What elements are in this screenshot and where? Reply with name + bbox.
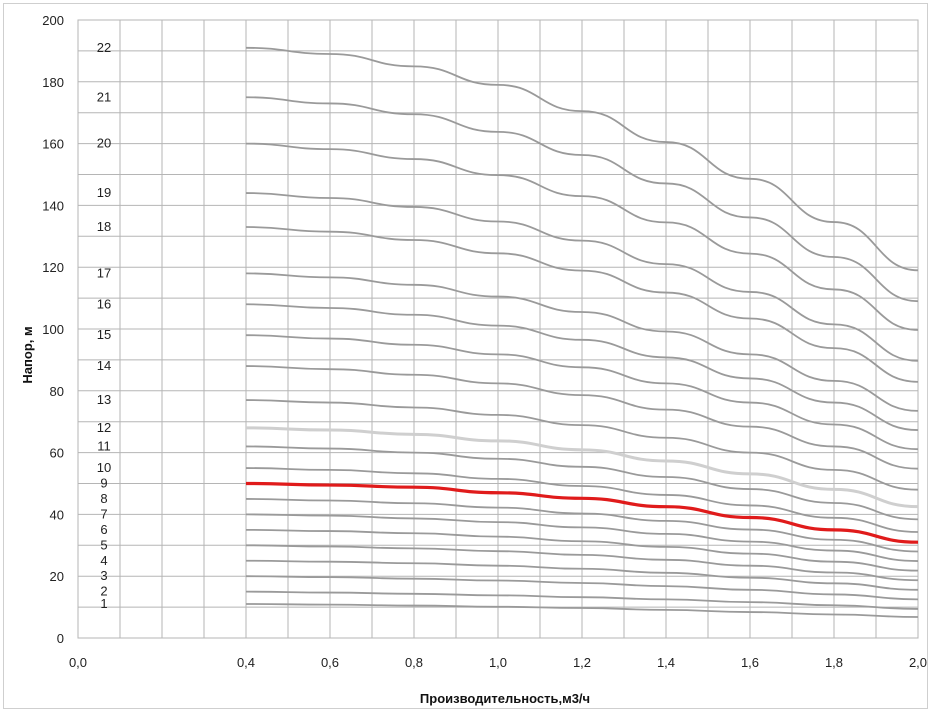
- curve-label: 12: [97, 420, 111, 435]
- curve-label: 4: [100, 553, 107, 568]
- curve-line: [245, 46, 919, 272]
- curve-line: [245, 590, 919, 610]
- y-tick-label: 120: [42, 260, 64, 275]
- curve-line: [245, 365, 919, 470]
- curve-line: [245, 142, 919, 331]
- curve-label: 11: [97, 438, 111, 453]
- x-tick-label: 0,8: [405, 655, 423, 670]
- curve-label: 5: [100, 537, 107, 552]
- curve-label: 10: [97, 460, 111, 475]
- y-tick-label: 20: [50, 569, 64, 584]
- y-axis-title: Напор, м: [20, 326, 35, 383]
- curve-line: [245, 498, 919, 553]
- x-tick-label: 0,6: [321, 655, 339, 670]
- curve-label: 15: [97, 327, 111, 342]
- curve-line: [245, 272, 919, 412]
- curve-line: [245, 528, 919, 572]
- curve-line: [245, 575, 919, 601]
- curve-label: 6: [100, 522, 107, 537]
- x-tick-label: 1,0: [489, 655, 507, 670]
- curve-line: [245, 603, 919, 618]
- curve-line: [245, 303, 919, 431]
- curve-line: [245, 226, 919, 383]
- curve-label: 9: [100, 476, 107, 491]
- curve-label: 1: [100, 596, 107, 611]
- x-tick-label: 0,0: [69, 655, 87, 670]
- x-tick-label: 2,0: [909, 655, 927, 670]
- x-tick-label: 1,2: [573, 655, 591, 670]
- curve-line: [245, 426, 919, 509]
- y-tick-label: 0: [57, 631, 64, 646]
- y-tick-label: 140: [42, 198, 64, 213]
- curve-label: 16: [97, 296, 111, 311]
- curve-label: 3: [100, 568, 107, 583]
- curve-line: [245, 334, 919, 451]
- curve-line: [245, 513, 919, 562]
- y-tick-label: 100: [42, 322, 64, 337]
- curve-label: 19: [97, 185, 111, 200]
- x-tick-label: 0,4: [237, 655, 255, 670]
- curve-label: 21: [97, 89, 111, 104]
- chart-frame: [3, 3, 928, 709]
- y-tick-label: 60: [50, 446, 64, 461]
- curve-line: [245, 467, 919, 533]
- y-tick-label: 160: [42, 137, 64, 152]
- curve-line: [245, 481, 919, 544]
- curve-line: [245, 559, 919, 591]
- curve-label: 13: [97, 392, 111, 407]
- y-tick-label: 80: [50, 384, 64, 399]
- curve-label: 22: [97, 40, 111, 55]
- curve-line: [245, 399, 919, 491]
- curve-label: 2: [100, 584, 107, 599]
- curve-label: 8: [100, 491, 107, 506]
- curve-line: [245, 192, 919, 362]
- curve-line: [245, 96, 919, 303]
- x-axis-title: Производительность,м3/ч: [420, 691, 590, 706]
- curve-label: 7: [100, 506, 107, 521]
- curve-line: [245, 445, 919, 521]
- y-tick-label: 40: [50, 507, 64, 522]
- y-tick-label: 200: [42, 13, 64, 28]
- x-tick-label: 1,4: [657, 655, 675, 670]
- curve-line: [245, 544, 919, 582]
- y-tick-label: 180: [42, 75, 64, 90]
- curve-label: 20: [97, 136, 111, 151]
- curves: [245, 46, 919, 618]
- curve-label: 14: [97, 358, 111, 373]
- curve-label: 17: [97, 265, 111, 280]
- x-tick-label: 1,6: [741, 655, 759, 670]
- x-tick-label: 1,8: [825, 655, 843, 670]
- curve-label: 18: [97, 219, 111, 234]
